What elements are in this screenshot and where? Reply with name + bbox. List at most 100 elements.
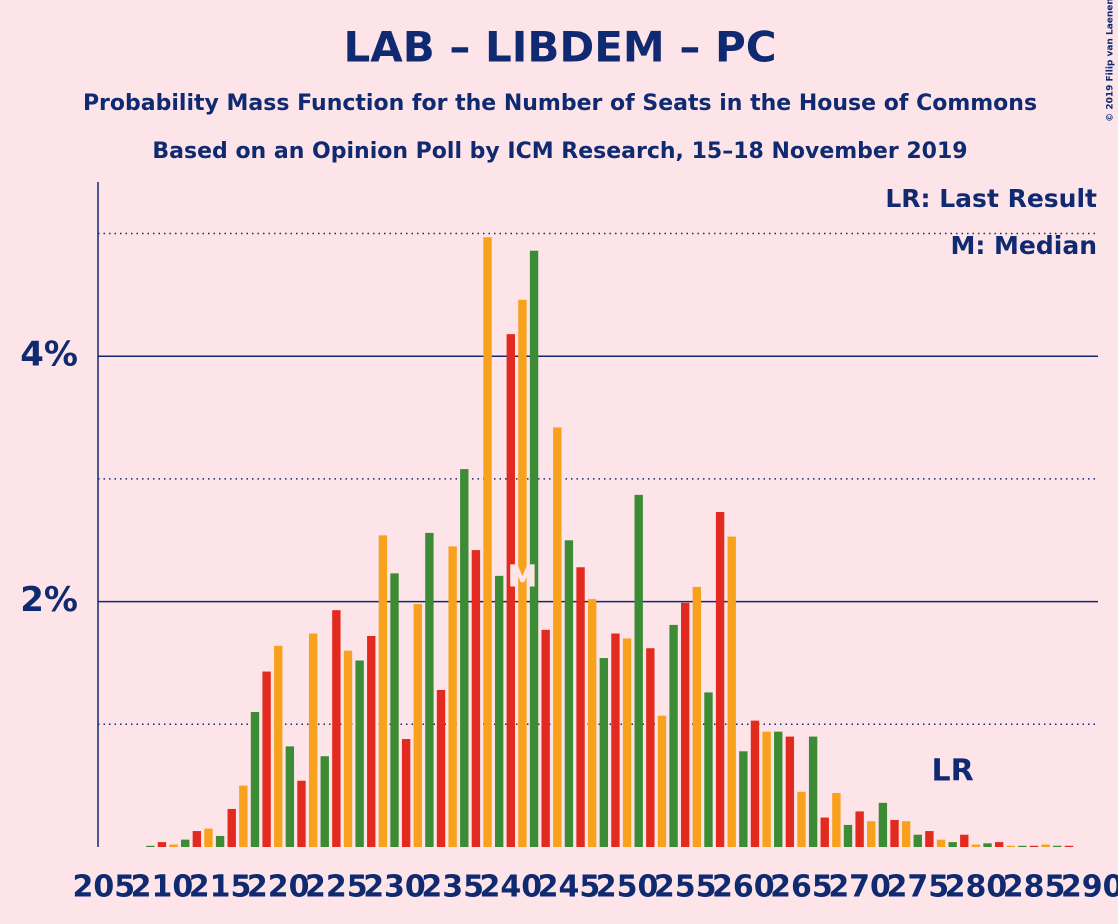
chart-subtitle: Based on an Opinion Poll by ICM Research… <box>152 139 967 164</box>
bar <box>494 575 504 847</box>
x-tick-label: 270 <box>828 870 891 905</box>
bar <box>599 658 608 847</box>
bar <box>646 648 655 847</box>
y-tick-label: 4% <box>20 335 78 375</box>
bar <box>1053 845 1062 847</box>
bar <box>1064 845 1074 847</box>
bar <box>1041 844 1050 847</box>
bar <box>204 828 213 847</box>
bar <box>378 535 388 847</box>
bar <box>855 811 864 847</box>
bar <box>960 834 969 847</box>
legend-entry: M: Median <box>950 231 1097 260</box>
bar <box>1029 845 1039 847</box>
bar <box>308 633 318 847</box>
chart-subtitle: Probability Mass Function for the Number… <box>83 91 1037 116</box>
bar <box>169 844 178 847</box>
bar <box>157 842 167 847</box>
bar <box>332 610 341 847</box>
x-tick-label: 205 <box>73 870 136 905</box>
bar <box>715 512 725 847</box>
bar <box>983 843 992 847</box>
bar <box>890 820 899 847</box>
bar <box>820 817 829 847</box>
bar <box>181 839 190 847</box>
x-tick-label: 215 <box>189 870 252 905</box>
x-tick-label: 240 <box>479 870 542 905</box>
bar <box>704 692 713 847</box>
bar <box>588 599 597 847</box>
bar <box>460 469 469 847</box>
bar <box>948 842 957 847</box>
bar <box>750 720 760 847</box>
bar <box>971 844 981 847</box>
x-tick-label: 245 <box>538 870 601 905</box>
bar <box>622 638 632 847</box>
bar <box>727 536 736 847</box>
x-tick-label: 210 <box>131 870 194 905</box>
bar <box>774 731 783 847</box>
x-tick-label: 220 <box>247 870 310 905</box>
bar <box>297 780 306 847</box>
x-tick-label: 260 <box>712 870 775 905</box>
bar <box>529 250 539 847</box>
x-tick-label: 255 <box>654 870 717 905</box>
x-tick-label: 265 <box>770 870 833 905</box>
bar <box>901 821 911 847</box>
bar <box>390 573 399 847</box>
bar <box>436 689 446 847</box>
bar <box>355 660 364 847</box>
bar <box>564 540 574 847</box>
bar <box>518 299 527 847</box>
bar <box>262 671 271 847</box>
bar <box>576 567 585 847</box>
x-tick-label: 275 <box>886 870 949 905</box>
bar <box>1018 845 1027 847</box>
median-marker: M <box>507 560 537 595</box>
bar <box>553 427 562 847</box>
bar <box>936 839 946 847</box>
bar <box>285 746 295 847</box>
bar <box>227 808 236 847</box>
x-tick-label: 250 <box>596 870 659 905</box>
bar <box>634 494 643 847</box>
bar <box>878 802 888 847</box>
bar <box>797 791 806 847</box>
bar <box>274 645 283 847</box>
bar <box>994 842 1004 847</box>
bar <box>250 712 260 847</box>
bar <box>541 629 550 847</box>
bar <box>483 237 492 848</box>
bar <box>657 715 667 847</box>
bar <box>681 602 690 847</box>
bar <box>448 546 457 847</box>
x-tick-label: 280 <box>945 870 1008 905</box>
bar <box>320 756 329 847</box>
bar <box>739 751 748 847</box>
x-tick-label: 235 <box>421 870 484 905</box>
last-result-marker: LR <box>932 754 974 789</box>
x-tick-label: 230 <box>363 870 426 905</box>
bar <box>401 739 411 847</box>
bar <box>413 604 422 847</box>
bar <box>192 831 202 847</box>
bar <box>832 793 841 847</box>
bar <box>867 821 876 847</box>
bar <box>146 845 155 847</box>
bar <box>669 624 678 847</box>
x-tick-label: 225 <box>305 870 368 905</box>
bar <box>343 650 353 847</box>
bar <box>808 736 818 847</box>
bar <box>471 550 481 847</box>
bar <box>215 835 225 847</box>
x-tick-label: 285 <box>1003 870 1066 905</box>
copyright: © 2019 Filip van Laenen <box>1106 0 1116 122</box>
bar <box>913 834 922 847</box>
bar <box>367 635 376 847</box>
bar <box>425 532 434 847</box>
legend-entry: LR: Last Result <box>885 184 1097 213</box>
chart-title: LAB – LIBDEM – PC <box>343 23 776 72</box>
bar <box>1006 845 1015 847</box>
x-tick-label: 290 <box>1061 870 1118 905</box>
